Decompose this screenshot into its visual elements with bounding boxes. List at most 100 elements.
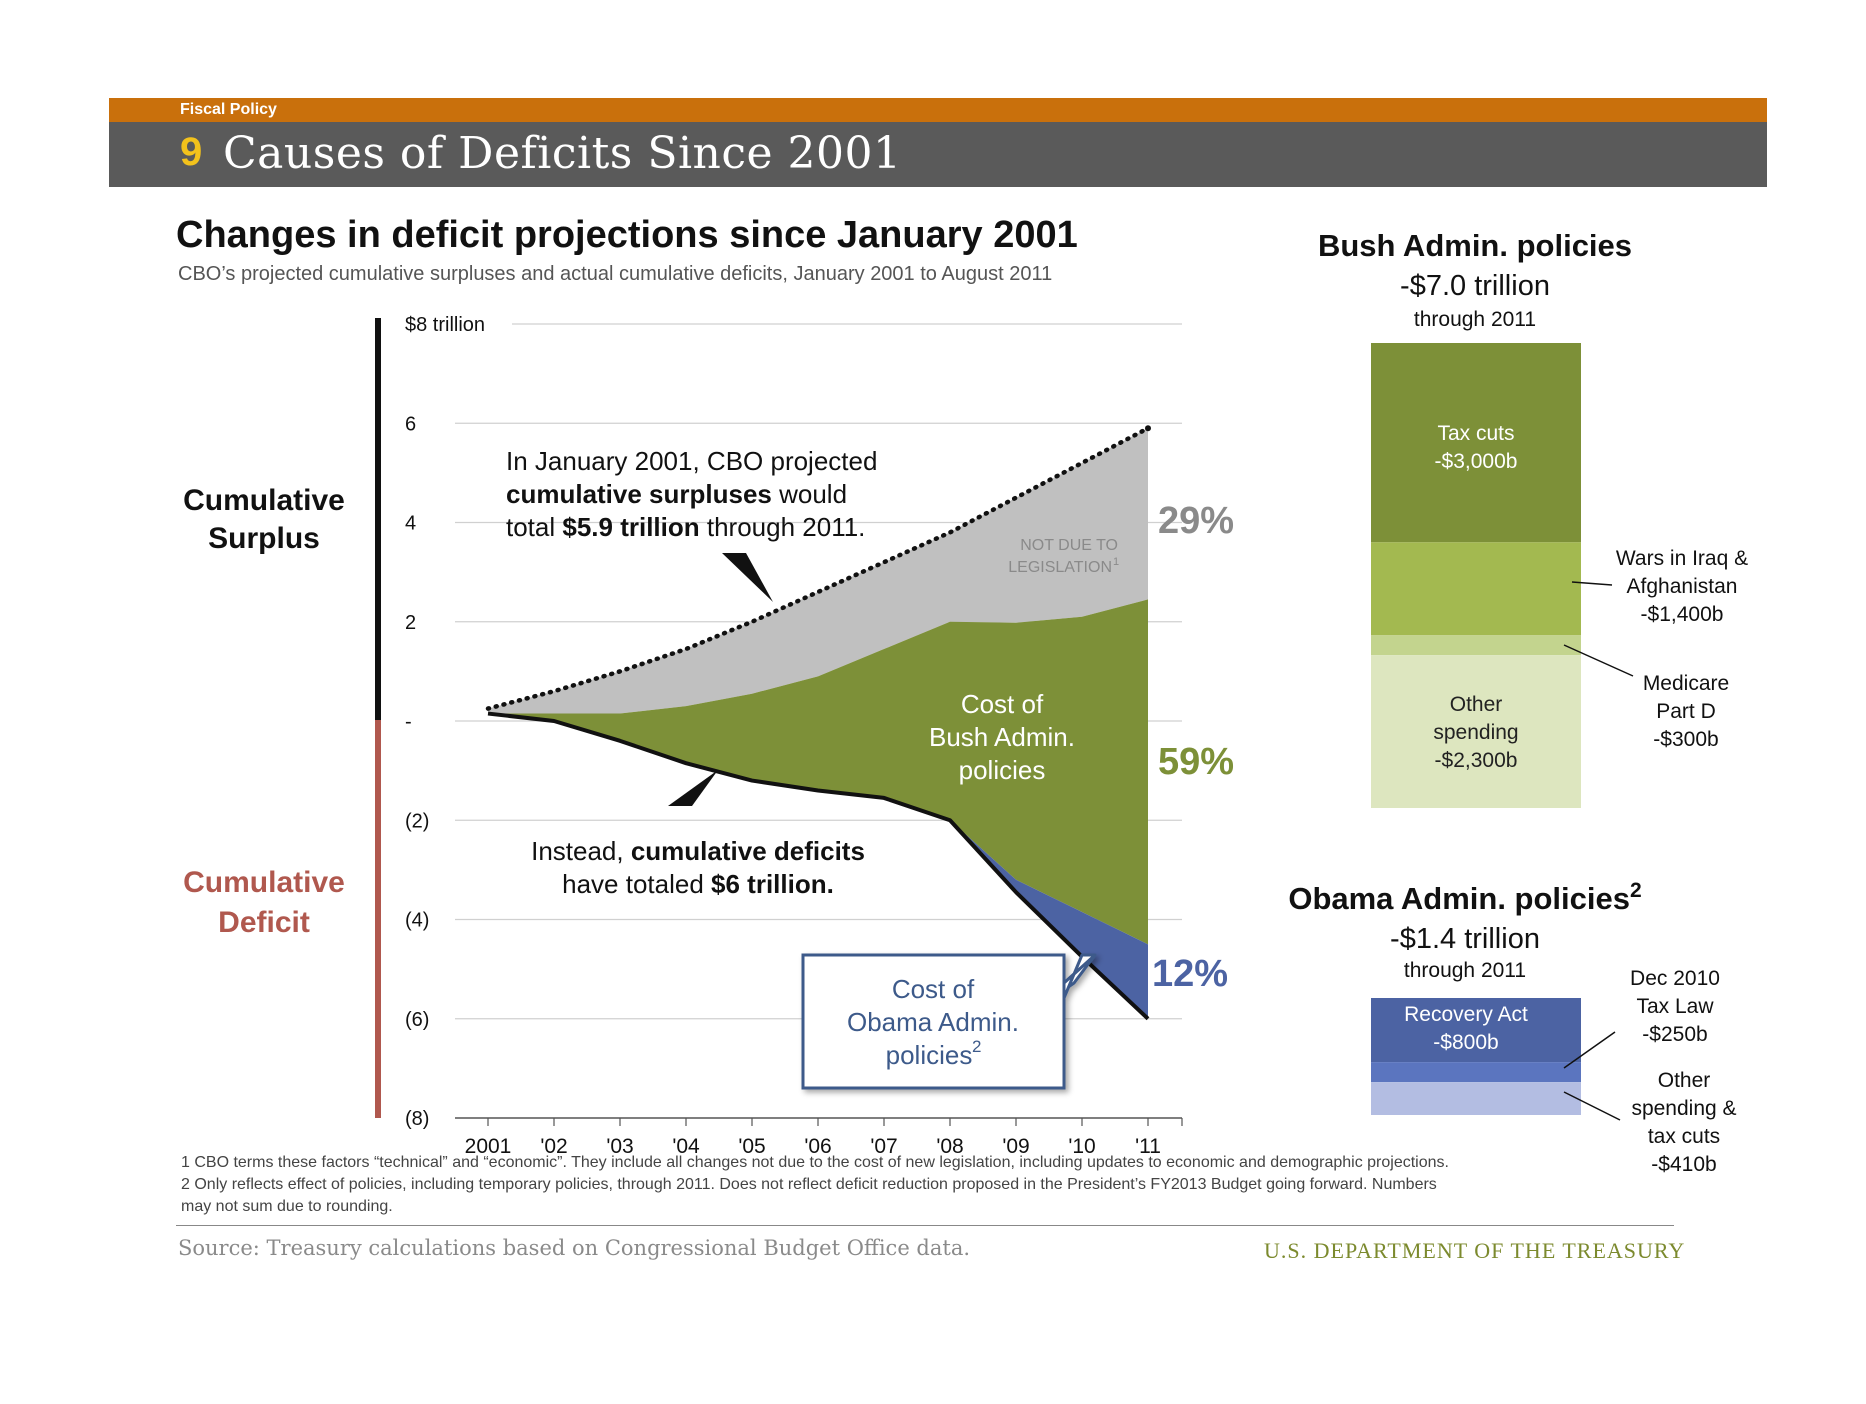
obama-panel-title: Obama Admin. policies2	[1288, 879, 1641, 916]
y-tick-label: (8)	[405, 1108, 429, 1130]
x-tick-label: '05	[738, 1135, 765, 1158]
obama-stacked-bar	[1371, 998, 1581, 1115]
bush-cost-label-3: policies	[959, 755, 1046, 785]
section-bar	[109, 98, 1767, 122]
agency-name: U.S. DEPARTMENT OF THE TREASURY	[1264, 1238, 1686, 1263]
surplus-label-2: Surplus	[208, 522, 320, 555]
bush-bar-segment	[1371, 635, 1581, 656]
taxlaw-label-3: -$250b	[1642, 1023, 1707, 1046]
footer-divider	[176, 1225, 1674, 1226]
wars-label-3: -$1,400b	[1641, 603, 1724, 626]
y-tick-label: (6)	[405, 1009, 429, 1031]
footnote-2-continued: may not sum due to rounding.	[181, 1198, 393, 1215]
chart-title: Changes in deficit projections since Jan…	[176, 214, 1078, 256]
footnote-1: 1 CBO terms these factors “technical” an…	[181, 1154, 1449, 1171]
taxlaw-leader-line	[1563, 1031, 1616, 1069]
recovery-label-1: Recovery Act	[1404, 1003, 1528, 1026]
bush-panel-total: -$7.0 trillion	[1400, 270, 1550, 302]
bush-stacked-bar	[1371, 343, 1581, 808]
recovery-label-2: -$800b	[1433, 1031, 1498, 1054]
x-tick-label: '02	[540, 1135, 567, 1158]
deficit-pointer	[668, 770, 718, 806]
slide-number: 9	[180, 130, 203, 174]
bush-panel-period: through 2011	[1414, 308, 1536, 331]
x-tick-label: '08	[936, 1135, 963, 1158]
not-due-label-2: LEGISLATION	[1008, 559, 1112, 576]
obama-cost-area	[950, 820, 1148, 1019]
obama-other-label-2: spending &	[1631, 1097, 1736, 1120]
obama-cost-footnote-mark: 2	[972, 1037, 981, 1056]
pct-obama: 12%	[1152, 953, 1228, 995]
bush-other-label-2: spending	[1433, 721, 1518, 744]
obama-panel-period: through 2011	[1404, 959, 1526, 982]
y-tick-label: 6	[405, 413, 416, 435]
bush-tax-label-1: Tax cuts	[1437, 422, 1514, 445]
slide-title: Causes of Deficits Since 2001	[223, 128, 902, 179]
pct-bush: 59%	[1158, 741, 1234, 783]
x-tick-label: '09	[1002, 1135, 1029, 1158]
bush-other-label-1: Other	[1450, 693, 1503, 716]
wars-label-2: Afghanistan	[1627, 575, 1738, 598]
obama-other-label-1: Other	[1658, 1069, 1711, 1092]
obama-bar-segment	[1371, 998, 1581, 1063]
x-tick-label: '10	[1068, 1135, 1095, 1158]
obama-bar-segment	[1371, 1082, 1581, 1115]
y-tick-label: $8 trillion	[405, 314, 485, 336]
bush-bar-segment	[1371, 343, 1581, 543]
y-tick-label: (4)	[405, 910, 429, 932]
cumulative-deficit-line	[487, 711, 1150, 1021]
y-tick-label: (2)	[405, 810, 429, 832]
wars-leader-line	[1571, 581, 1613, 586]
medicare-label-1: Medicare	[1643, 672, 1729, 695]
wars-label-1: Wars in Iraq &	[1616, 547, 1748, 570]
deficit-note-line2: have totaled $6 trillion.	[562, 869, 834, 899]
x-tick-label: 2001	[465, 1135, 512, 1158]
obama-cost-callout	[801, 953, 1097, 1090]
source-note: Source: Treasury calculations based on C…	[178, 1236, 971, 1260]
obama-cost-label-2: Obama Admin.	[847, 1007, 1019, 1037]
surplus-endpoint	[1145, 425, 1151, 432]
surplus-axis-bar	[375, 318, 381, 720]
area-layers	[488, 428, 1148, 1019]
footnote-2: 2 Only reflects effect of policies, incl…	[181, 1176, 1437, 1193]
obama-other-label-3: tax cuts	[1648, 1125, 1720, 1148]
projection-note-line3: total $5.9 trillion through 2011.	[506, 512, 865, 542]
bush-bar-segment	[1371, 655, 1581, 808]
obama-other-label-4: -$410b	[1651, 1153, 1716, 1176]
surplus-label-1: Cumulative	[183, 484, 345, 517]
medicare-leader-line	[1563, 644, 1634, 677]
y-tick-label: 4	[405, 513, 416, 535]
bush-panel-title: Bush Admin. policies	[1318, 228, 1632, 263]
projection-note-line2: cumulative surpluses would	[506, 479, 847, 509]
bush-other-label-3: -$2,300b	[1435, 749, 1518, 772]
deficit-label-1: Cumulative	[183, 866, 345, 899]
bush-cost-label-2: Bush Admin.	[929, 722, 1075, 752]
deficit-label-2: Deficit	[218, 906, 310, 939]
x-tick-labels: 2001 '02 '03 '04 '05 '06 '07 '08 '09 '10 '11	[465, 1135, 1161, 1158]
bush-cost-area	[488, 599, 1148, 945]
obama-bar-segment	[1371, 1062, 1581, 1083]
obama-cost-label-1: Cost of	[892, 974, 975, 1004]
obama-panel-total: -$1.4 trillion	[1390, 923, 1540, 955]
obama-other-leader-line	[1563, 1091, 1621, 1121]
x-tick-label: '03	[606, 1135, 633, 1158]
not-due-footnote-mark: 1	[1113, 556, 1119, 568]
y-tick-label: -	[405, 711, 412, 733]
y-tick-labels: $8 trillion 6 4 2 - (2) (4) (6) (8)	[405, 314, 485, 1130]
obama-cost-label-3: policies	[886, 1040, 973, 1070]
bush-bar-segment	[1371, 542, 1581, 636]
not-due-label-1: NOT DUE TO	[1020, 537, 1118, 554]
section-label: Fiscal Policy	[180, 101, 277, 118]
taxlaw-label-2: Tax Law	[1636, 995, 1714, 1018]
x-tick-label: '07	[870, 1135, 897, 1158]
bush-tax-label-2: -$3,000b	[1435, 450, 1518, 473]
not-due-to-legislation-area	[488, 428, 1148, 714]
x-tick-label: '11	[1135, 1135, 1161, 1158]
x-tick-label: '06	[804, 1135, 831, 1158]
taxlaw-label-1: Dec 2010	[1630, 967, 1720, 990]
deficit-note-line1: Instead, cumulative deficits	[531, 836, 865, 866]
projected-surplus-line	[485, 425, 1151, 711]
medicare-label-2: Part D	[1656, 700, 1716, 723]
bush-cost-label-1: Cost of	[961, 689, 1044, 719]
